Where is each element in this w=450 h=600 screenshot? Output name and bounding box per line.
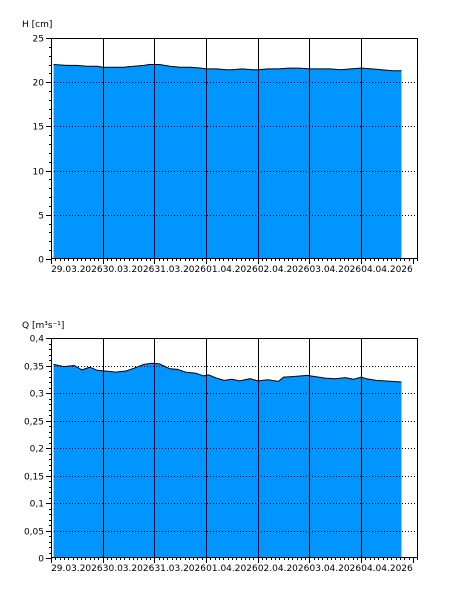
water-level-area [53, 64, 402, 259]
x-tick-label: 31.03.2026 [154, 265, 206, 275]
grid-lines [51, 82, 418, 216]
y-tick-label: 0,3 [30, 390, 44, 400]
x-tick-label: 30.03.2026 [103, 564, 155, 574]
x-tick-label: 04.04.2026 [361, 265, 413, 275]
x-tick-label: 02.04.2026 [258, 564, 310, 574]
y-tick-label: 0,4 [30, 335, 45, 345]
y-axis-label: Q [m³s⁻¹] [22, 321, 64, 331]
y-tick-label: 0,05 [24, 528, 44, 538]
x-tick-label: 04.04.2026 [361, 564, 413, 574]
y-tick-label: 0,2 [30, 445, 44, 455]
y-tick-label: 15 [33, 123, 44, 133]
day-separators [103, 38, 362, 259]
y-tick-label: 0,15 [24, 473, 44, 483]
y-tick-label: 20 [33, 79, 45, 89]
plot-frame [51, 338, 418, 558]
x-tick-label: 01.04.2026 [206, 564, 258, 574]
discharge-series-line [53, 362, 402, 383]
y-axis: 0 0,05 0,1 0,15 0,2 0,25 0,3 0,35 0,4 [24, 335, 51, 565]
y-tick-label: 0,25 [24, 418, 44, 428]
y-tick-label: 0 [38, 256, 44, 266]
x-tick-label: 03.04.2026 [310, 265, 362, 275]
x-axis: 29.03.2026 30.03.2026 31.03.2026 01.04.2026… [51, 558, 418, 574]
y-tick-label: 10 [33, 168, 45, 178]
water-level-chart: 0 5 10 15 20 25 29.03.2026 30.03.2026 31.03.202… [22, 20, 418, 275]
x-tick-label: 03.04.2026 [310, 564, 362, 574]
grid-lines [51, 366, 418, 532]
plot-frame [51, 38, 418, 259]
y-tick-label: 5 [38, 212, 44, 222]
x-tick-label: 30.03.2026 [103, 265, 155, 275]
discharge-chart: 0 0,05 0,1 0,15 0,2 0,25 0,3 0,35 0,4 29.03.2026… [22, 321, 418, 574]
y-tick-label: 0 [38, 555, 44, 565]
discharge-area [53, 363, 402, 558]
y-tick-label: 0,35 [24, 363, 44, 373]
x-tick-label: 02.04.2026 [258, 265, 310, 275]
y-axis: 0 5 10 15 20 25 [33, 35, 51, 266]
x-tick-label: 31.03.2026 [154, 564, 206, 574]
x-axis: 29.03.2026 30.03.2026 31.03.2026 01.04.2026… [51, 259, 418, 275]
x-tick-label: 01.04.2026 [206, 265, 258, 275]
water-level-series-line [53, 64, 402, 72]
x-tick-label: 29.03.2026 [51, 564, 103, 574]
y-tick-label: 0,1 [30, 500, 44, 510]
day-separators [103, 338, 362, 558]
y-axis-label: H [cm] [22, 20, 52, 30]
x-tick-label: 29.03.2026 [51, 265, 103, 275]
y-tick-label: 25 [33, 35, 44, 45]
